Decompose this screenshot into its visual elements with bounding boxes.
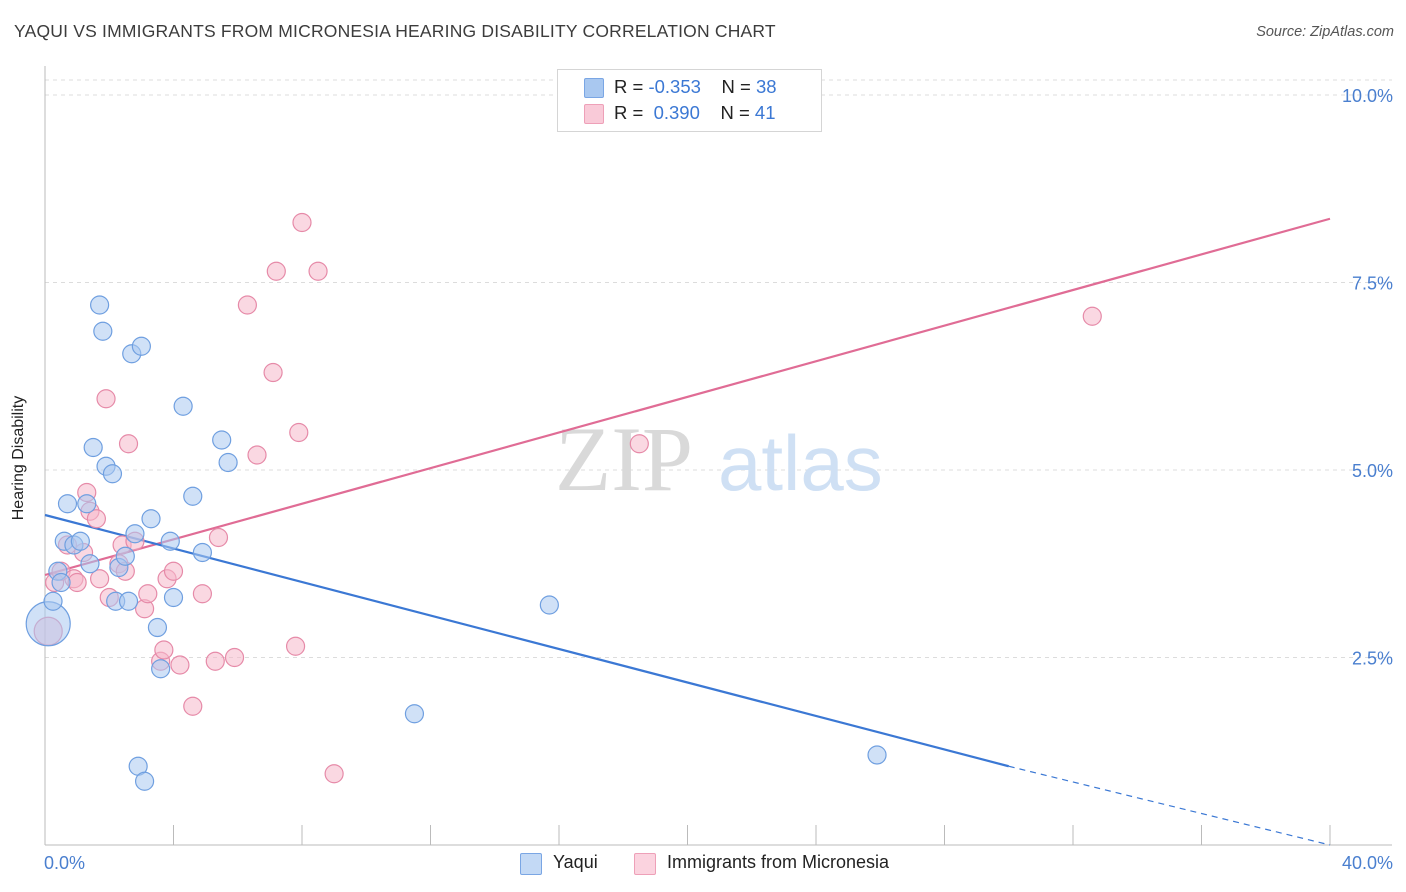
yaqui-point [151,659,171,679]
micronesia-point [67,572,87,593]
yaqui-point [80,554,100,574]
yaqui-point [77,494,97,514]
micronesia-point [224,647,245,668]
r-label: R = [614,76,649,97]
micronesia-point [629,434,649,454]
micronesia-point [324,764,344,784]
yaqui-point [183,486,203,506]
y-tick-label: 5.0% [1352,461,1393,481]
micronesia-point [208,527,229,548]
axes [44,66,1392,846]
micronesia-point [154,640,174,660]
micronesia-point [86,509,107,529]
yaqui-point [90,295,110,315]
tick-labels: 2.5% 5.0% 7.5% 10.0% 0.0% 40.0% [44,86,1393,873]
legend-label-micronesia: Immigrants from Micronesia [667,852,890,872]
x-tick-label: 40.0% [1342,853,1393,873]
micronesia-point [247,445,267,465]
yaqui-point [102,464,123,484]
yaqui-points [25,295,887,791]
r-value: 0.390 [648,102,700,123]
y-tick-label: 7.5% [1352,274,1393,294]
yaqui-point [539,595,559,615]
correlation-legend: R = -0.353 N = 38 R = 0.390 N = 41 [557,69,822,132]
micronesia-point [192,584,213,604]
r-value: -0.353 [648,76,701,97]
yaqui-point [867,745,887,765]
yaqui-point [83,437,103,458]
yaqui-point [163,587,184,608]
yaqui-point [141,509,161,529]
micronesia-point [90,569,110,589]
micronesia-point [163,561,184,581]
legend-label-yaqui: Yaqui [553,852,598,872]
yaqui-point [147,617,168,638]
watermark-atlas: atlas [718,419,883,507]
n-value: 38 [755,76,777,97]
micronesia-point [308,261,328,281]
micronesia-point [118,434,139,454]
gridlines [45,79,1392,658]
micronesia-point [292,212,312,233]
yaqui-point [115,546,135,566]
micronesia-point [96,389,116,409]
micronesia-swatch [634,853,656,875]
micronesia-point [170,655,190,675]
yaqui-point [43,591,63,611]
yaqui-point [118,591,139,611]
micronesia-point [205,651,225,671]
yaqui-point [131,336,151,356]
y-tick-label: 10.0% [1342,86,1393,106]
trend-lines [44,217,1331,846]
yaqui-point [70,531,90,551]
micronesia-point [138,584,158,604]
yaqui-trend-line [44,513,1010,768]
micronesia-point [289,422,309,443]
yaqui-point [125,524,145,544]
yaqui-point [192,542,213,563]
watermark-zip: ZIP [555,408,693,510]
micronesia-trend-line [44,217,1331,577]
yaqui-point [212,430,232,450]
yaqui-point [93,321,113,341]
micronesia-point [183,696,203,716]
chart-title: YAQUI VS IMMIGRANTS FROM MICRONESIA HEAR… [14,21,776,41]
yaqui-point [160,531,180,551]
n-label: N = [721,76,756,97]
yaqui-point [404,704,425,724]
n-label: N = [720,102,755,123]
micronesia-point [263,362,283,383]
yaqui-swatch [584,78,604,98]
yaqui-point [218,452,238,473]
yaqui-point [57,494,78,514]
r-label: R = [614,102,649,123]
yaqui-trend-extension [1008,765,1331,846]
yaqui-point [51,572,71,593]
watermark: ZIP atlas [555,408,883,510]
micronesia-swatch [584,104,604,124]
yaqui-point [173,396,193,416]
source-label: Source: ZipAtlas.com [1256,24,1394,40]
micronesia-point [237,295,257,315]
yaqui-point [134,771,155,791]
y-tick-label: 2.5% [1352,649,1393,669]
x-tick-label: 0.0% [44,853,85,873]
n-value: 41 [754,102,776,123]
micronesia-point [285,636,306,656]
micronesia-point [266,261,286,281]
yaqui-swatch [520,853,542,875]
micronesia-point [1082,306,1102,326]
